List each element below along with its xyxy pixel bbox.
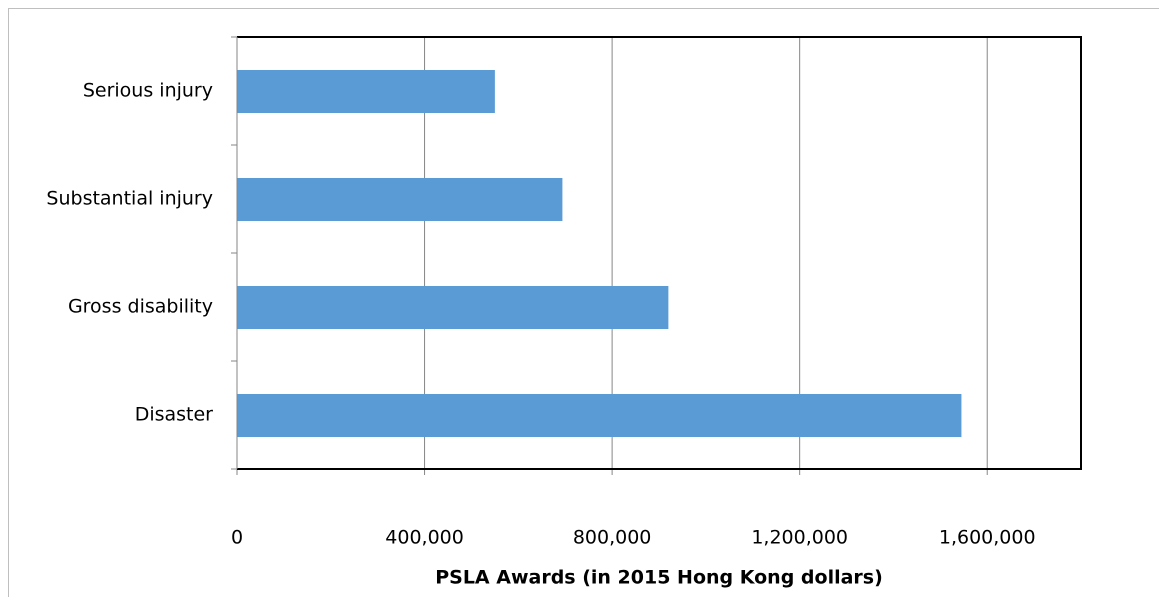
x-tick-label: 800,000 [573,527,652,549]
bar [237,70,495,113]
bar [237,178,562,221]
x-tick-label: 1,200,000 [751,527,848,549]
x-tick-label: 400,000 [385,527,464,549]
y-tick-label: Gross disability [68,296,213,318]
y-tick-label: Disaster [135,404,213,426]
x-tick-label: 0 [231,527,243,549]
y-tick-label: Substantial injury [46,188,213,210]
bar [237,286,668,329]
x-axis-title: PSLA Awards (in 2015 Hong Kong dollars) [435,567,883,589]
y-tick-label: Serious injury [83,80,213,102]
bar [237,394,961,437]
x-tick-label: 1,600,000 [939,527,1036,549]
